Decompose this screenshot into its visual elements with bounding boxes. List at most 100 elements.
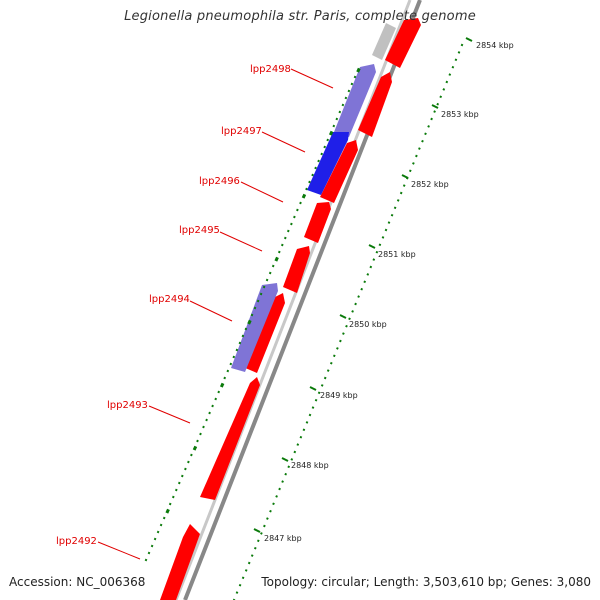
gene-leader-line	[189, 300, 233, 322]
scale-dot	[357, 295, 360, 298]
scale-dot	[314, 398, 318, 402]
gene-label[interactable]: lpp2497	[221, 126, 262, 137]
gene-label[interactable]: lpp2496	[199, 176, 240, 187]
lavender-feature	[334, 64, 376, 137]
scale-dot	[448, 73, 452, 76]
scale-ticks: 2854 kbp 2853 kbp 2852 kbp 2851 kbp 2850…	[253, 37, 514, 543]
scale-dot	[372, 258, 376, 261]
scale-dot	[271, 264, 275, 268]
scale-dot	[323, 376, 327, 380]
scale-dot	[268, 271, 272, 275]
scale-dot	[247, 319, 252, 325]
scale-dot	[244, 327, 248, 331]
scale-dot	[211, 404, 214, 408]
scale-dot	[238, 583, 242, 587]
scale-dot	[219, 382, 225, 388]
tick-label: 2848 kbp	[291, 461, 329, 470]
scale-dot	[393, 206, 397, 210]
cds-arrow	[320, 140, 358, 203]
scale-dot	[266, 517, 269, 520]
scale-dot	[253, 306, 257, 310]
scale-dot	[272, 502, 275, 506]
tick-label: 2852 kbp	[411, 180, 449, 189]
scale-dot	[217, 390, 221, 394]
scale-dot	[147, 551, 151, 555]
scale-dot	[196, 439, 199, 443]
scale-dot	[199, 432, 202, 436]
tick-label: 2847 kbp	[264, 534, 302, 543]
scale-dot	[287, 465, 291, 469]
scale-dot	[436, 102, 440, 106]
scale-dot	[375, 250, 379, 254]
scale-dot	[320, 384, 324, 387]
gene-label[interactable]: lpp2493	[107, 400, 148, 411]
scale-dot	[424, 132, 427, 136]
scale-dot	[165, 508, 170, 514]
scale-dot	[235, 348, 239, 352]
gene-label[interactable]: lpp2495	[179, 225, 220, 236]
scale-dot	[187, 460, 190, 464]
scale-dot	[162, 516, 166, 520]
scale-dot	[302, 428, 306, 432]
tick-label: 2849 kbp	[320, 391, 358, 400]
scale-dot	[415, 154, 418, 158]
scale-dot	[296, 443, 300, 446]
scale-dot	[277, 250, 281, 254]
scale-dot	[214, 397, 218, 401]
gene-label[interactable]: lpp2498	[250, 64, 291, 75]
cds-arrow	[243, 293, 285, 373]
scale-dot	[296, 208, 299, 212]
scale-dot	[250, 313, 254, 317]
scale-dot	[202, 425, 205, 429]
scale-dot	[347, 89, 351, 93]
scale-dot	[159, 523, 163, 527]
cds-arrow	[200, 377, 260, 500]
gray-feature-segment	[372, 23, 396, 60]
scale-dot	[418, 147, 421, 150]
gene-label[interactable]: lpp2494	[149, 294, 190, 305]
genome-stats-text: Topology: circular; Length: 3,503,610 bp…	[261, 575, 591, 589]
scale-dot	[460, 43, 464, 47]
scale-dot	[301, 193, 307, 199]
scale-dot	[208, 411, 211, 415]
scale-dot	[256, 299, 260, 303]
scale-dot	[381, 236, 385, 239]
scale-dot	[153, 537, 157, 541]
gene-leader-line	[240, 181, 284, 203]
scale-dot	[290, 222, 293, 226]
scale-dot	[262, 285, 266, 289]
scale-dot	[402, 184, 406, 187]
cds-arrow	[160, 524, 200, 600]
scale-dot	[247, 561, 251, 565]
scale-dot	[421, 139, 424, 143]
scale-dot	[317, 159, 320, 163]
genome-title: Legionella pneumophila str. Paris, compl…	[124, 9, 476, 24]
scale-dot	[238, 341, 242, 345]
tick-2853	[431, 104, 439, 109]
scale-dot	[390, 213, 394, 217]
scale-dot	[180, 474, 184, 478]
scale-dot	[293, 215, 296, 219]
gray-backbone-line-inner	[174, 0, 412, 600]
scale-dot	[235, 591, 239, 594]
scale-dot	[269, 509, 272, 513]
scale-dot	[335, 117, 339, 121]
scale-dot	[305, 421, 309, 424]
scale-dot	[399, 191, 403, 195]
scale-dot	[241, 576, 245, 580]
scale-dot	[184, 467, 187, 471]
scale-dot	[232, 598, 236, 600]
scale-dot	[293, 450, 297, 454]
scale-dot	[341, 103, 345, 107]
scale-dot	[308, 413, 312, 417]
cds-arrow	[283, 246, 310, 293]
gene-label[interactable]: lpp2492	[56, 536, 97, 547]
scale-dot	[171, 495, 175, 499]
scale-dot	[144, 558, 148, 562]
gene-leader-line	[261, 131, 306, 153]
scale-dot	[457, 51, 461, 54]
scale-dot	[168, 502, 172, 506]
scale-dot	[260, 532, 263, 535]
scale-dot	[314, 166, 317, 170]
tick-2854	[465, 37, 473, 42]
